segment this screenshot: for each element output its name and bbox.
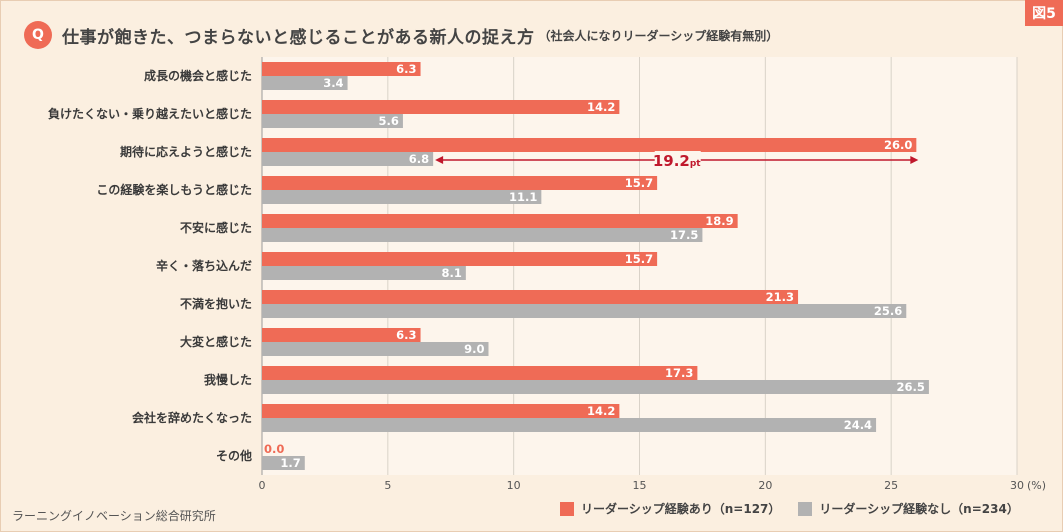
- data-label: 8.1: [441, 266, 461, 280]
- bar-with-leadership: [262, 176, 658, 190]
- data-label: 15.7: [625, 252, 653, 266]
- bar-without-leadership: [262, 342, 489, 356]
- bar-without-leadership: [262, 76, 348, 90]
- category-label: 我慢した: [204, 372, 252, 387]
- x-axis-unit: (%): [1027, 479, 1046, 492]
- data-label: 25.6: [874, 304, 902, 318]
- data-label: 3.4: [323, 76, 343, 90]
- category-label: 会社を辞めたくなった: [132, 410, 252, 425]
- data-label: 14.2: [587, 404, 615, 418]
- legend-item-without-leadership: リーダーシップ経験なし（n=234）: [798, 500, 1019, 517]
- bar-without-leadership: [262, 228, 703, 242]
- data-label: 9.0: [464, 342, 484, 356]
- category-label: 不満を抱いた: [180, 296, 252, 311]
- legend-swatch-with-leadership: [560, 501, 574, 516]
- legend-item-with-leadership: リーダーシップ経験あり（n=127）: [560, 500, 780, 517]
- data-label: 15.7: [625, 176, 653, 190]
- data-label: 14.2: [587, 100, 615, 114]
- data-label: 17.3: [665, 366, 693, 380]
- x-tick-label: 15: [633, 479, 647, 492]
- data-label: 26.5: [897, 380, 925, 394]
- bar-without-leadership: [262, 190, 542, 204]
- bar-with-leadership: [262, 214, 738, 228]
- bar-without-leadership: [262, 114, 403, 128]
- x-tick-label: 25: [884, 479, 898, 492]
- legend-label-with-leadership: リーダーシップ経験あり（n=127）: [581, 502, 781, 516]
- x-tick-label: 5: [384, 479, 391, 492]
- bar-with-leadership: [262, 62, 421, 76]
- legend-swatch-without-leadership: [798, 501, 813, 516]
- bar-without-leadership: [262, 456, 305, 470]
- bar-with-leadership: [262, 252, 658, 266]
- data-label: 1.7: [280, 456, 300, 470]
- data-label: 11.1: [509, 190, 537, 204]
- data-label: 24.4: [844, 418, 872, 432]
- chart-title: 仕事が飽きた、つまらないと感じることがある新人の捉え方: [62, 27, 535, 48]
- gap-value: 19.2: [653, 152, 690, 170]
- legend-label-without-leadership: リーダーシップ経験なし（n=234）: [819, 502, 1019, 516]
- data-label: 21.3: [766, 290, 794, 304]
- category-label: 大変と感じた: [180, 334, 252, 349]
- chart-header: Q 仕事が飽きた、つまらないと感じることがある新人の捉え方 （社会人になりリーダ…: [24, 20, 778, 50]
- source-credit: ラーニングイノベーション総合研究所: [12, 509, 216, 523]
- bar-with-leadership: [262, 290, 799, 304]
- figure-tag: 図5: [1025, 0, 1063, 26]
- bar-without-leadership: [262, 266, 466, 280]
- bar-without-leadership: [262, 418, 877, 432]
- question-badge: Q: [24, 21, 52, 49]
- data-label: 6.8: [409, 152, 429, 166]
- data-label: 6.3: [396, 328, 416, 342]
- data-label: 17.5: [670, 228, 698, 242]
- bar-without-leadership: [262, 152, 434, 166]
- x-tick-label: 20: [758, 479, 772, 492]
- x-tick-label: 30: [1010, 479, 1024, 492]
- bar-without-leadership: [262, 304, 907, 318]
- gap-arrow-head-right: [910, 156, 919, 164]
- bar-with-leadership: [262, 404, 620, 418]
- data-label: 6.3: [396, 62, 416, 76]
- category-label: 負けたくない・乗り越えたいと感じた: [48, 106, 252, 121]
- data-label: 0.0: [264, 442, 284, 456]
- category-label: 成長の機会と感じた: [144, 68, 252, 83]
- gap-arrow-head-left: [435, 156, 444, 164]
- chart-legend: リーダーシップ経験あり（n=127） リーダーシップ経験なし（n=234）: [560, 500, 1037, 517]
- bar-with-leadership: [262, 100, 620, 114]
- bar-with-leadership: [262, 366, 698, 380]
- category-label: 期待に応えようと感じた: [120, 144, 252, 159]
- data-label: 26.0: [884, 138, 912, 152]
- category-label: 辛く・落ち込んだ: [156, 258, 252, 273]
- chart-subtitle: （社会人になりリーダーシップ経験有無別）: [538, 28, 779, 43]
- data-label: 18.9: [705, 214, 733, 228]
- category-label: その他: [216, 448, 252, 463]
- x-tick-label: 0: [259, 479, 266, 492]
- gap-unit: pt: [690, 159, 701, 169]
- x-tick-label: 10: [507, 479, 521, 492]
- data-label: 5.6: [379, 114, 399, 128]
- gap-annotation-label: 19.2pt: [653, 152, 701, 170]
- category-label: この経験を楽しもうと感じた: [96, 182, 252, 197]
- bar-with-leadership: [262, 328, 421, 342]
- bar-without-leadership: [262, 380, 929, 394]
- gap-label-background: [654, 151, 701, 169]
- category-label: 不安に感じた: [180, 220, 252, 235]
- bar-with-leadership: [262, 138, 917, 152]
